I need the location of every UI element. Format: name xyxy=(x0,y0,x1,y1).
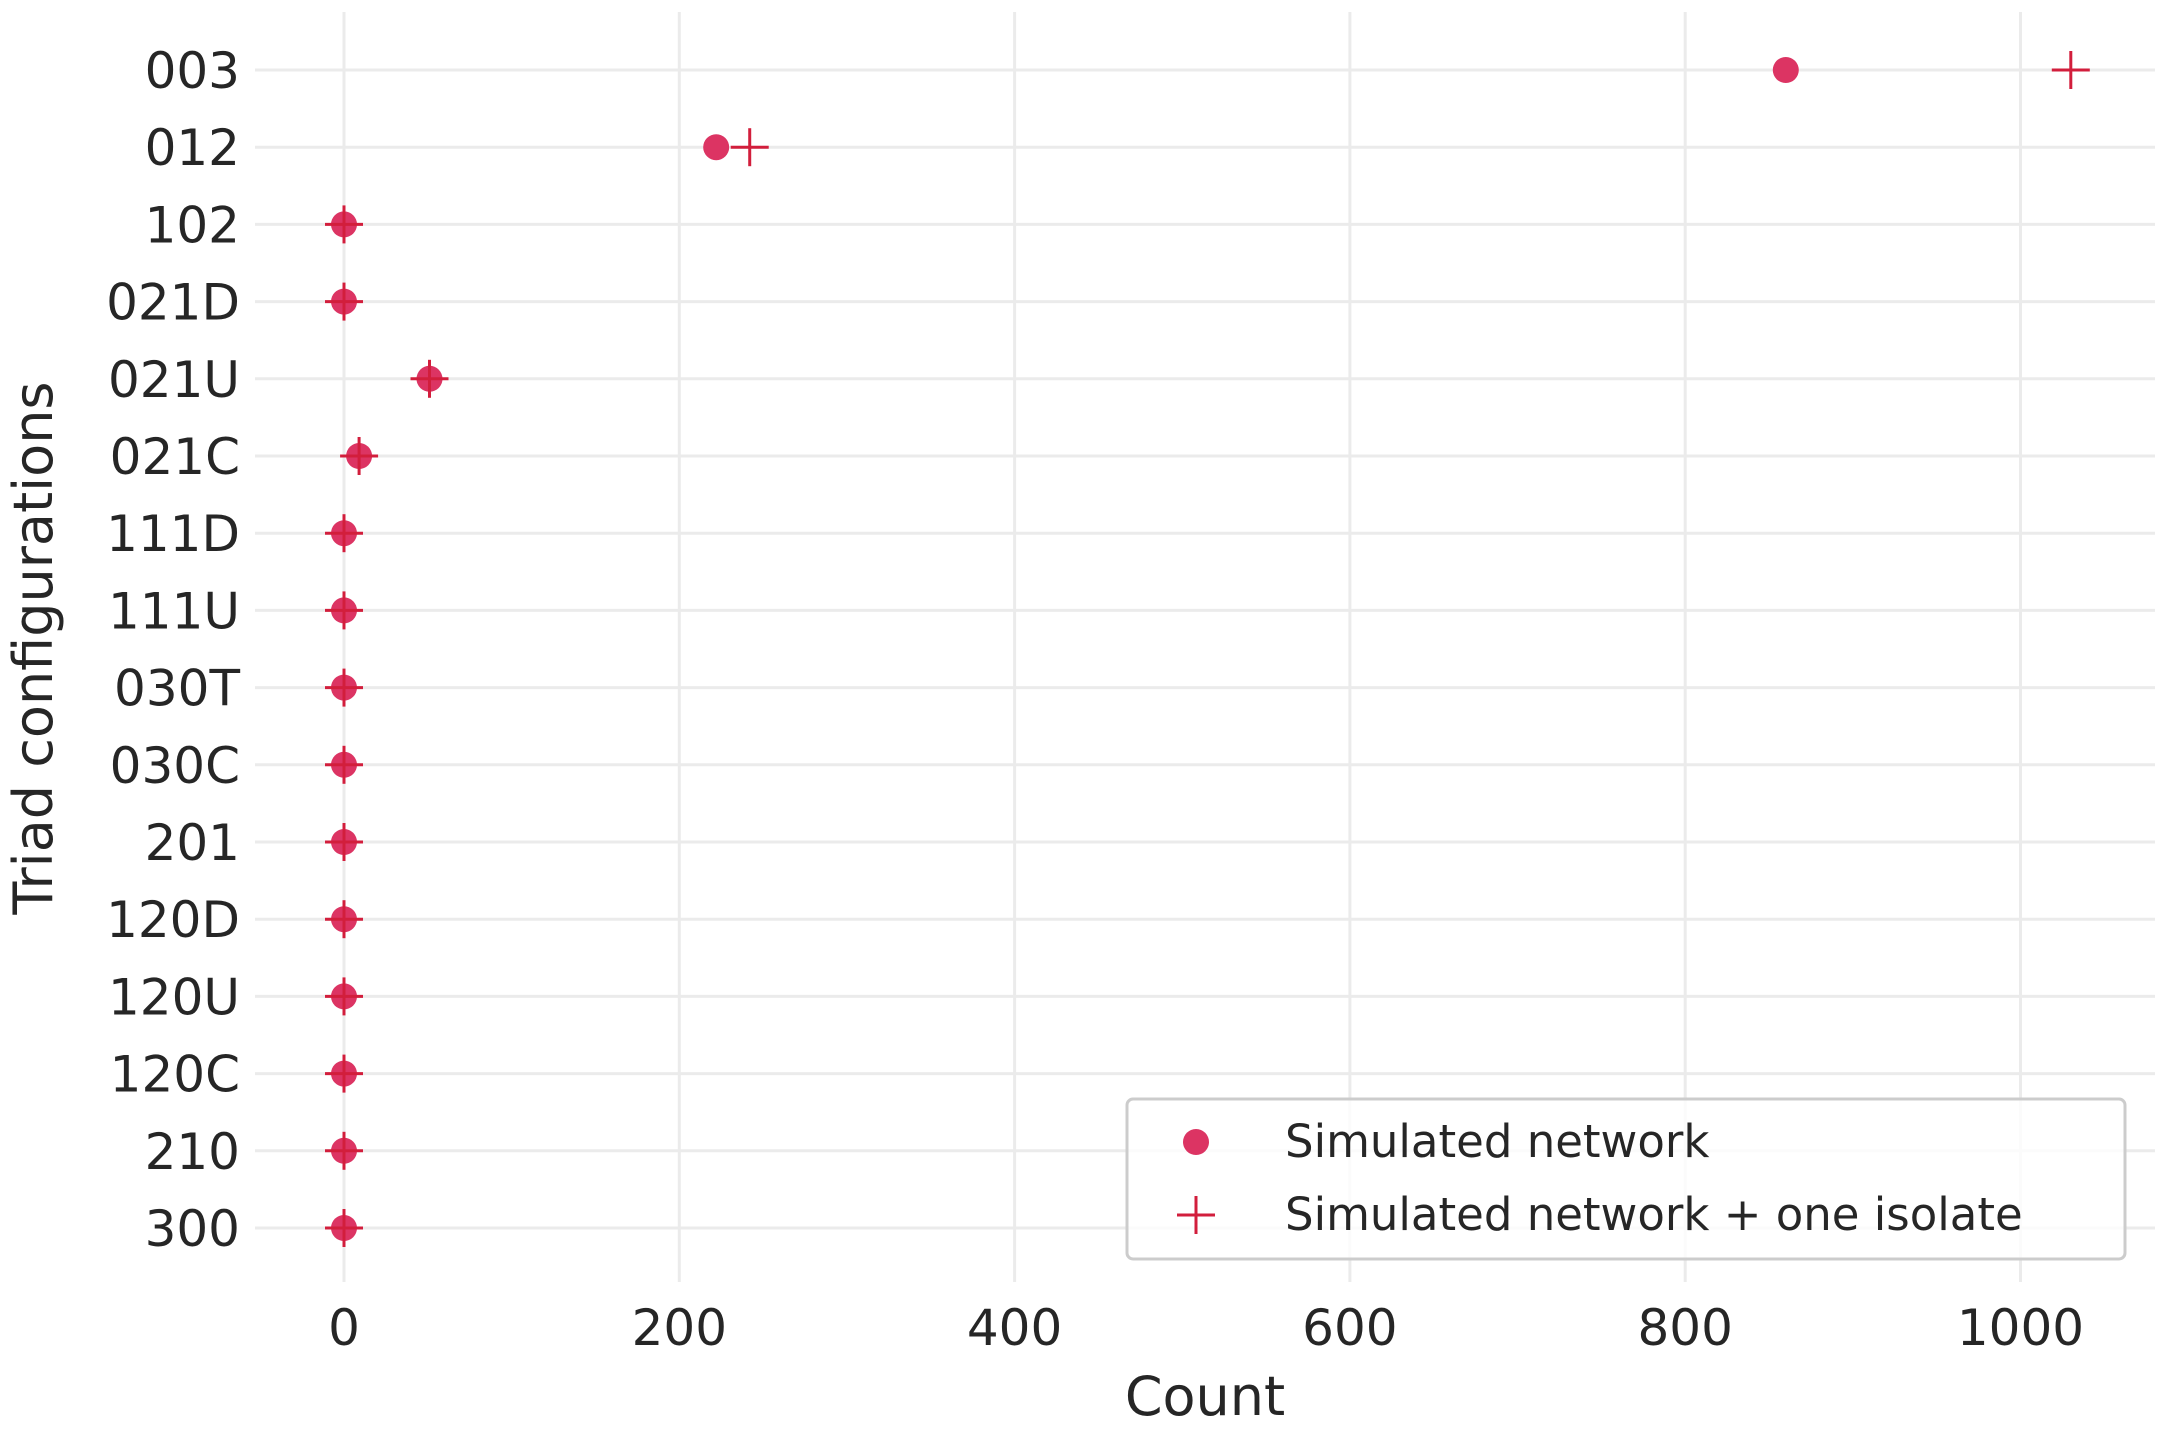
point-isolate-030T xyxy=(325,668,363,707)
x-tick-label-200: 200 xyxy=(632,1299,727,1357)
legend-frame xyxy=(1125,1097,2127,1261)
point-isolate-102 xyxy=(325,205,363,244)
point-isolate-111D xyxy=(325,514,363,553)
legend-plus-glyph xyxy=(1177,1196,1215,1234)
point-isolate-111U xyxy=(325,591,363,630)
x-tick-label-0: 0 xyxy=(328,1299,360,1357)
point-isolate-120C xyxy=(325,1054,363,1093)
y-tick-label-120U: 120U xyxy=(108,968,240,1026)
point-isolate-210 xyxy=(325,1131,363,1170)
legend-label-simulated: Simulated network xyxy=(1285,1115,1709,1168)
y-tick-label-102: 102 xyxy=(145,196,240,254)
y-tick-label-111D: 111D xyxy=(106,505,240,563)
legend-label-isolate: Simulated network + one isolate xyxy=(1285,1188,2023,1241)
x-tick-label-1000: 1000 xyxy=(1957,1299,2084,1357)
point-isolate-300 xyxy=(325,1209,363,1247)
point-isolate-201 xyxy=(325,823,363,861)
y-tick-label-300: 300 xyxy=(145,1200,240,1258)
grid-lines xyxy=(255,12,2155,1282)
y-tick-labels: 003 012 102 021D 021U 021C 111D 111U 030T 030C 201… xyxy=(106,42,240,1258)
x-tick-label-800: 800 xyxy=(1637,1299,1732,1357)
y-axis-title: Triad configurations xyxy=(2,381,65,915)
point-isolate-021D xyxy=(325,282,363,321)
point-simulated-003 xyxy=(1772,57,1799,83)
legend-plus-marker xyxy=(1177,1196,1215,1234)
point-isolate-120U xyxy=(325,977,363,1016)
y-tick-label-111U: 111U xyxy=(108,582,240,640)
point-isolate-003 xyxy=(2051,51,2090,89)
y-tick-label-120D: 120D xyxy=(106,891,240,949)
legend-circle-marker xyxy=(1183,1129,1209,1155)
legend: Simulated network Simulated network + on… xyxy=(1125,1097,2127,1261)
point-isolate-021C xyxy=(340,437,379,475)
x-tick-label-400: 400 xyxy=(967,1299,1062,1357)
y-tick-label-021C: 021C xyxy=(110,428,240,486)
series-plus-markers xyxy=(325,51,2090,1247)
x-tick-label-600: 600 xyxy=(1302,1299,1397,1357)
y-tick-label-021U: 021U xyxy=(108,351,240,409)
point-isolate-030C xyxy=(325,745,363,784)
y-tick-label-021D: 021D xyxy=(106,274,240,332)
point-isolate-012 xyxy=(730,128,769,167)
series-circle-markers xyxy=(331,57,1799,1241)
y-tick-label-003: 003 xyxy=(145,42,240,100)
point-isolate-120D xyxy=(325,900,363,939)
y-tick-label-210: 210 xyxy=(145,1123,240,1181)
y-tick-label-012: 012 xyxy=(145,119,240,177)
y-tick-label-030C: 030C xyxy=(110,737,240,795)
y-tick-label-120C: 120C xyxy=(110,1046,240,1104)
point-isolate-021U xyxy=(410,359,449,398)
x-axis-title: Count xyxy=(1125,1365,1285,1428)
point-simulated-012 xyxy=(703,134,730,161)
y-tick-label-201: 201 xyxy=(145,814,240,872)
y-tick-label-030T: 030T xyxy=(114,660,240,718)
x-tick-labels: 0 200 400 600 800 1000 xyxy=(328,1299,2084,1357)
